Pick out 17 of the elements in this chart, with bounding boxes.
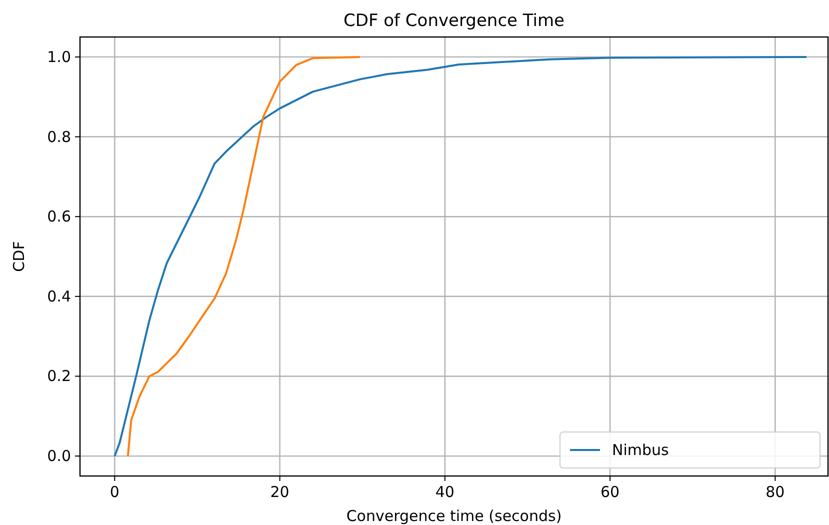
y-axis-title: CDF xyxy=(10,241,28,272)
x-tick-label: 60 xyxy=(600,483,620,501)
y-tick-label: 0.8 xyxy=(47,128,71,146)
y-tick-label: 0.4 xyxy=(47,287,71,306)
x-tick-label: 80 xyxy=(766,483,785,501)
x-tick-label: 0 xyxy=(110,483,120,501)
y-tick-label: 0.6 xyxy=(47,208,71,226)
legend-label: Nimbus xyxy=(612,441,670,459)
y-tick-label: 1.0 xyxy=(47,48,71,66)
line-series xyxy=(126,56,361,458)
x-tick-label: 40 xyxy=(435,483,454,501)
y-tick-label: 0.2 xyxy=(47,367,71,386)
y-tick-label: 0.0 xyxy=(47,447,71,466)
x-tick-label: 20 xyxy=(270,483,290,501)
x-axis-title: Convergence time (seconds) xyxy=(346,507,562,525)
chart-title: CDF of Convergence Time xyxy=(343,11,565,31)
line-series xyxy=(114,56,808,458)
